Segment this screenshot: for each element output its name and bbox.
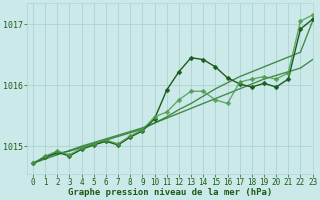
X-axis label: Graphe pression niveau de la mer (hPa): Graphe pression niveau de la mer (hPa) [68,188,272,197]
